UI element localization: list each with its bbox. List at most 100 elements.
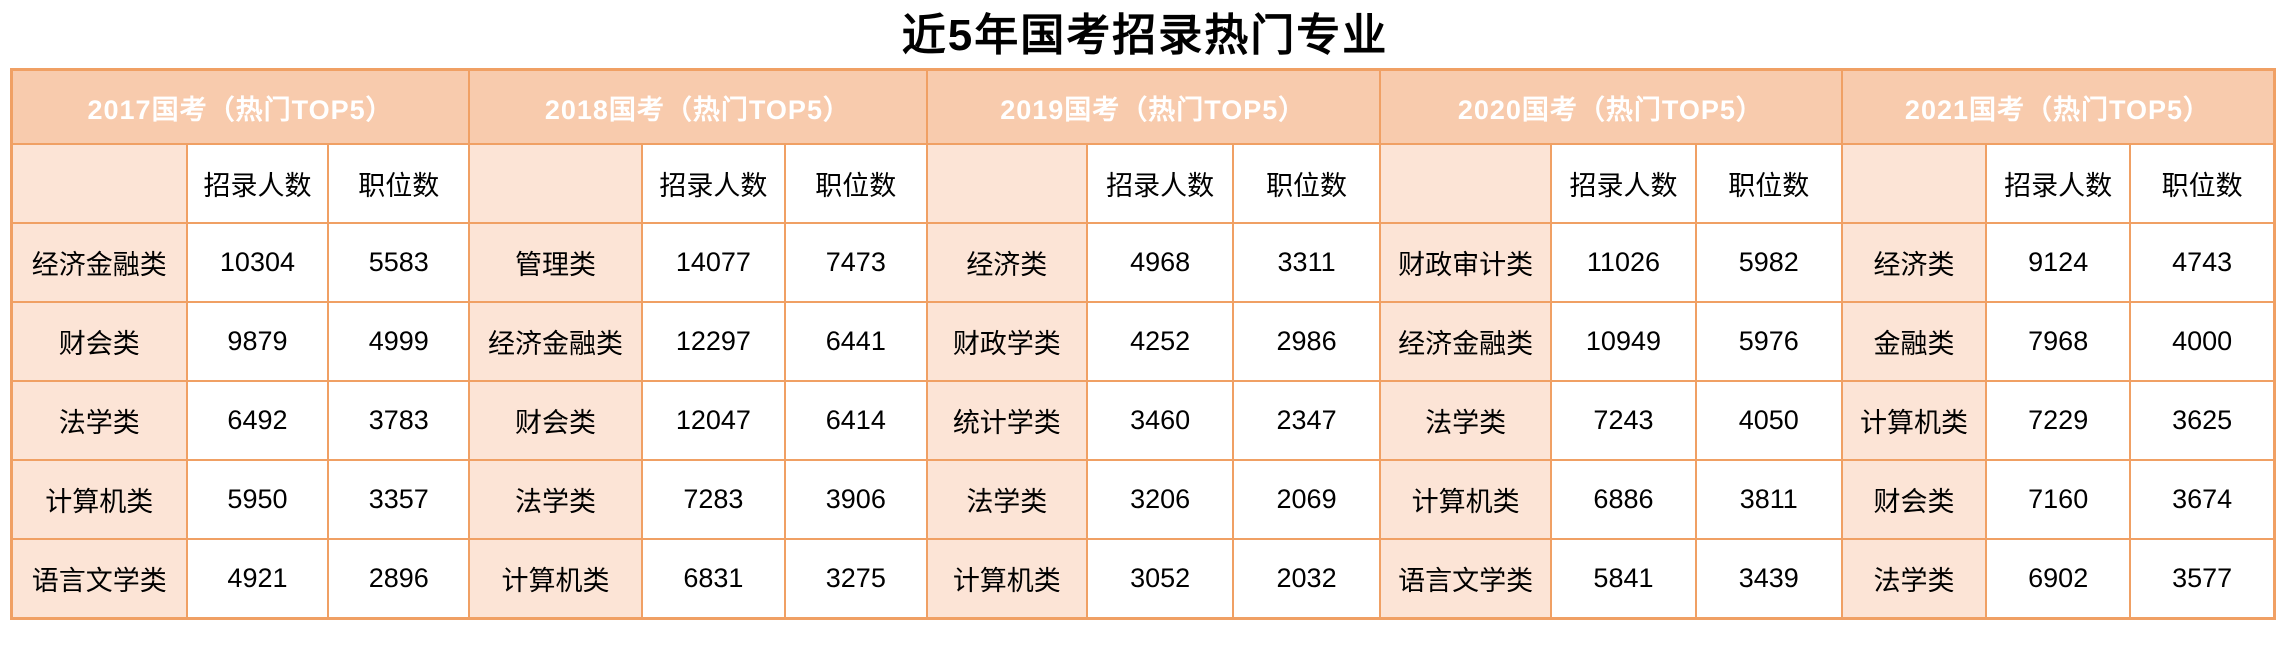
major-cell: 经济类 bbox=[925, 222, 1088, 303]
position-cell: 5976 bbox=[1694, 301, 1843, 382]
year-header-2018: 2018国考（热门TOP5） bbox=[468, 68, 928, 145]
recruit-cell: 4252 bbox=[1085, 301, 1235, 382]
major-cell: 经济类 bbox=[1840, 222, 1988, 303]
recruit-cell: 3052 bbox=[1085, 538, 1235, 620]
major-header-blank-2020 bbox=[1378, 143, 1553, 224]
position-cell: 5583 bbox=[327, 222, 471, 303]
recruit-cell: 10304 bbox=[185, 222, 330, 303]
position-count-header-2017: 职位数 bbox=[327, 143, 471, 224]
recruit-cell: 3460 bbox=[1085, 380, 1235, 461]
year-header-2020: 2020国考（热门TOP5） bbox=[1378, 68, 1843, 145]
recruit-cell: 3206 bbox=[1085, 459, 1235, 540]
recruit-cell: 7160 bbox=[1985, 459, 2132, 540]
recruit-cell: 5841 bbox=[1550, 538, 1697, 620]
major-cell: 财政审计类 bbox=[1378, 222, 1553, 303]
major-cell: 财会类 bbox=[10, 301, 188, 382]
position-cell: 3357 bbox=[327, 459, 471, 540]
position-cell: 2896 bbox=[327, 538, 471, 620]
recruit-count-header-2018: 招录人数 bbox=[640, 143, 786, 224]
major-cell: 经济金融类 bbox=[468, 301, 643, 382]
column-header-row: 招录人数 职位数 招录人数 职位数 招录人数 职位数 招录人数 职位数 招录人数… bbox=[10, 143, 2276, 224]
major-cell: 语言文学类 bbox=[10, 538, 188, 620]
year-header-row: 2017国考（热门TOP5） 2018国考（热门TOP5） 2019国考（热门T… bbox=[10, 68, 2276, 145]
major-cell: 计算机类 bbox=[1378, 459, 1553, 540]
position-cell: 2032 bbox=[1232, 538, 1381, 620]
recruit-count-header-2021: 招录人数 bbox=[1985, 143, 2132, 224]
recruit-cell: 6902 bbox=[1985, 538, 2132, 620]
table-row-4: 计算机类 5950 3357 法学类 7283 3906 法学类 3206 20… bbox=[10, 459, 2276, 540]
position-count-header-2018: 职位数 bbox=[783, 143, 928, 224]
position-cell: 6441 bbox=[783, 301, 928, 382]
year-header-2017: 2017国考（热门TOP5） bbox=[10, 68, 471, 145]
recruit-count-header-2017: 招录人数 bbox=[185, 143, 330, 224]
table-row-5: 语言文学类 4921 2896 计算机类 6831 3275 计算机类 3052… bbox=[10, 538, 2276, 620]
position-cell: 3625 bbox=[2129, 380, 2276, 461]
major-cell: 法学类 bbox=[1840, 538, 1988, 620]
recruit-cell: 10949 bbox=[1550, 301, 1697, 382]
recruit-cell: 14077 bbox=[640, 222, 786, 303]
position-cell: 3811 bbox=[1694, 459, 1843, 540]
position-cell: 3311 bbox=[1232, 222, 1381, 303]
position-count-header-2019: 职位数 bbox=[1232, 143, 1381, 224]
year-header-2021: 2021国考（热门TOP5） bbox=[1840, 68, 2276, 145]
recruit-cell: 7229 bbox=[1985, 380, 2132, 461]
recruit-cell: 6492 bbox=[185, 380, 330, 461]
major-header-blank-2021 bbox=[1840, 143, 1988, 224]
position-cell: 4000 bbox=[2129, 301, 2276, 382]
recruit-count-header-2019: 招录人数 bbox=[1085, 143, 1235, 224]
position-cell: 2069 bbox=[1232, 459, 1381, 540]
major-cell: 管理类 bbox=[468, 222, 643, 303]
major-cell: 计算机类 bbox=[1840, 380, 1988, 461]
major-cell: 金融类 bbox=[1840, 301, 1988, 382]
position-cell: 2347 bbox=[1232, 380, 1381, 461]
major-cell: 语言文学类 bbox=[1378, 538, 1553, 620]
position-cell: 3439 bbox=[1694, 538, 1843, 620]
position-cell: 2986 bbox=[1232, 301, 1381, 382]
position-count-header-2021: 职位数 bbox=[2129, 143, 2276, 224]
position-cell: 4743 bbox=[2129, 222, 2276, 303]
recruit-count-header-2020: 招录人数 bbox=[1550, 143, 1697, 224]
table-row-1: 经济金融类 10304 5583 管理类 14077 7473 经济类 4968… bbox=[10, 222, 2276, 303]
position-cell: 3577 bbox=[2129, 538, 2276, 620]
major-header-blank-2019 bbox=[925, 143, 1088, 224]
recruit-cell: 6886 bbox=[1550, 459, 1697, 540]
page-title: 近5年国考招录热门专业 bbox=[901, 11, 1389, 60]
year-header-2019: 2019国考（热门TOP5） bbox=[925, 68, 1381, 145]
hot-majors-table: 2017国考（热门TOP5） 2018国考（热门TOP5） 2019国考（热门T… bbox=[10, 68, 2276, 620]
major-cell: 法学类 bbox=[1378, 380, 1553, 461]
position-cell: 4999 bbox=[327, 301, 471, 382]
recruit-cell: 12297 bbox=[640, 301, 786, 382]
major-cell: 财政学类 bbox=[925, 301, 1088, 382]
major-cell: 财会类 bbox=[1840, 459, 1988, 540]
recruit-cell: 7243 bbox=[1550, 380, 1697, 461]
recruit-cell: 7283 bbox=[640, 459, 786, 540]
major-cell: 计算机类 bbox=[925, 538, 1088, 620]
position-cell: 3674 bbox=[2129, 459, 2276, 540]
position-count-header-2020: 职位数 bbox=[1694, 143, 1843, 224]
recruit-cell: 9124 bbox=[1985, 222, 2132, 303]
recruit-cell: 5950 bbox=[185, 459, 330, 540]
recruit-cell: 7968 bbox=[1985, 301, 2132, 382]
major-cell: 财会类 bbox=[468, 380, 643, 461]
major-cell: 统计学类 bbox=[925, 380, 1088, 461]
recruit-cell: 6831 bbox=[640, 538, 786, 620]
position-cell: 3275 bbox=[783, 538, 928, 620]
table-row-3: 法学类 6492 3783 财会类 12047 6414 统计学类 3460 2… bbox=[10, 380, 2276, 461]
major-cell: 经济金融类 bbox=[10, 222, 188, 303]
position-cell: 5982 bbox=[1694, 222, 1843, 303]
recruit-cell: 4921 bbox=[185, 538, 330, 620]
major-header-blank-2018 bbox=[468, 143, 643, 224]
recruit-cell: 4968 bbox=[1085, 222, 1235, 303]
major-cell: 法学类 bbox=[925, 459, 1088, 540]
major-cell: 经济金融类 bbox=[1378, 301, 1553, 382]
position-cell: 6414 bbox=[783, 380, 928, 461]
major-cell: 计算机类 bbox=[10, 459, 188, 540]
major-cell: 计算机类 bbox=[468, 538, 643, 620]
major-header-blank-2017 bbox=[10, 143, 188, 224]
position-cell: 3783 bbox=[327, 380, 471, 461]
recruit-cell: 11026 bbox=[1550, 222, 1697, 303]
position-cell: 7473 bbox=[783, 222, 928, 303]
recruit-cell: 12047 bbox=[640, 380, 786, 461]
position-cell: 4050 bbox=[1694, 380, 1843, 461]
